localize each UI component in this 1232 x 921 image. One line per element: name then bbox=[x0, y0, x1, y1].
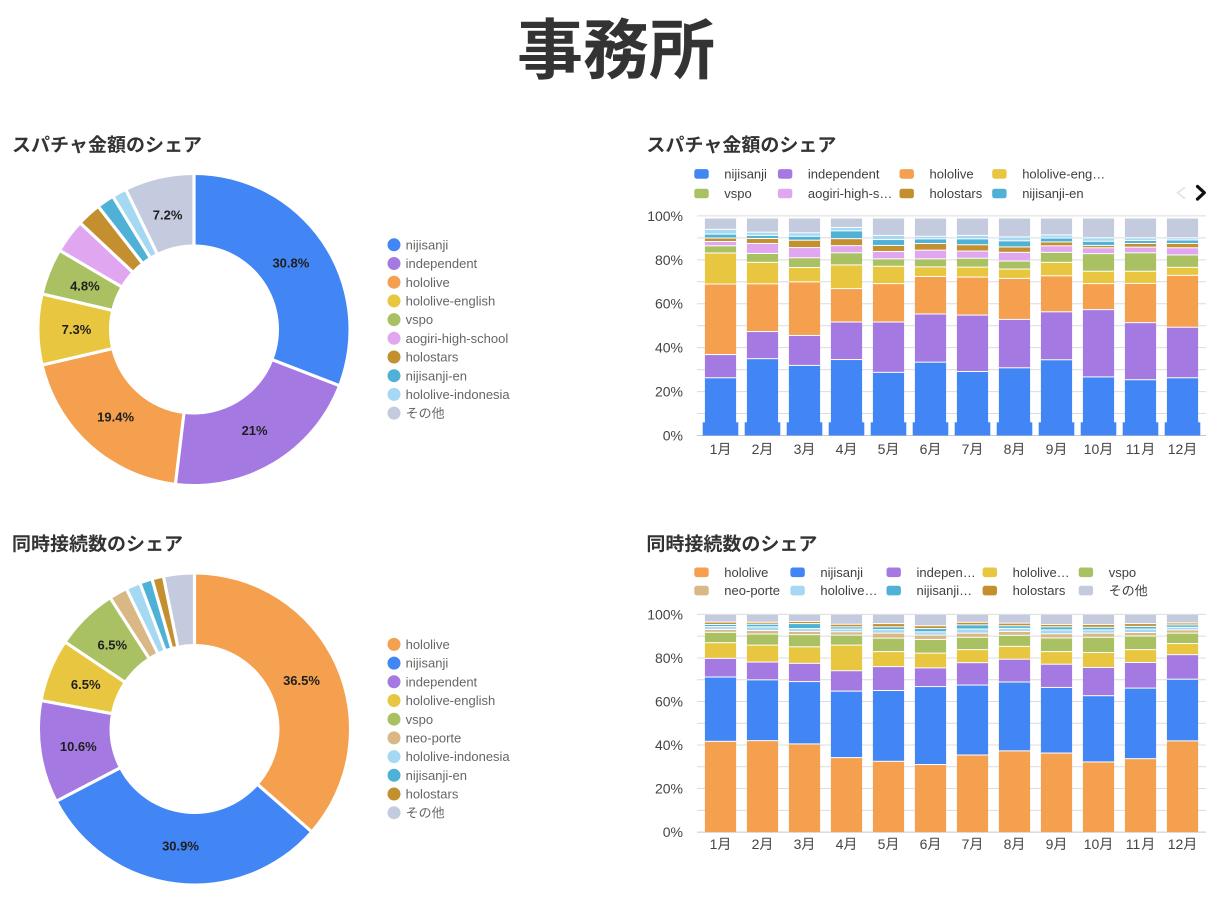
svg-text:7: 7 bbox=[962, 836, 970, 852]
svg-text:nijisanji: nijisanji bbox=[406, 656, 449, 671]
svg-text:7: 7 bbox=[962, 441, 970, 457]
svg-text:hololive-eng…: hololive-eng… bbox=[1022, 167, 1105, 182]
svg-text:11: 11 bbox=[1126, 441, 1141, 457]
svg-text:11: 11 bbox=[1126, 836, 1141, 852]
svg-text:indepen…: indepen… bbox=[917, 565, 976, 580]
svg-text:hololive-english: hololive-english bbox=[406, 693, 496, 708]
svg-text:hololive: hololive bbox=[406, 637, 450, 652]
svg-text:independent: independent bbox=[406, 674, 478, 689]
svg-text:hololive…: hololive… bbox=[820, 583, 877, 598]
svg-text:20%: 20% bbox=[655, 384, 683, 400]
svg-text:hololive: hololive bbox=[724, 565, 768, 580]
svg-text:nijisanji: nijisanji bbox=[724, 167, 767, 182]
svg-text:0%: 0% bbox=[663, 824, 683, 840]
svg-text:independent: independent bbox=[406, 256, 478, 271]
svg-text:20%: 20% bbox=[655, 781, 683, 797]
svg-text:1: 1 bbox=[710, 836, 718, 852]
svg-text:vspo: vspo bbox=[1109, 565, 1136, 580]
svg-text:aogiri-high-school: aogiri-high-school bbox=[406, 331, 509, 346]
svg-text:40%: 40% bbox=[655, 340, 683, 356]
svg-text:36.5%: 36.5% bbox=[283, 673, 320, 688]
svg-text:neo-porte: neo-porte bbox=[406, 731, 462, 746]
svg-text:4: 4 bbox=[836, 441, 844, 457]
svg-text:6.5%: 6.5% bbox=[71, 677, 101, 692]
svg-text:hololive-indonesia: hololive-indonesia bbox=[406, 387, 511, 402]
svg-text:holostars: holostars bbox=[406, 787, 459, 802]
svg-text:21%: 21% bbox=[242, 423, 268, 438]
svg-text:6: 6 bbox=[920, 441, 928, 457]
svg-text:10.6%: 10.6% bbox=[60, 739, 97, 754]
svg-text:vspo: vspo bbox=[406, 712, 433, 727]
svg-text:3: 3 bbox=[794, 441, 802, 457]
svg-text:hololive: hololive bbox=[930, 167, 974, 182]
svg-text:60%: 60% bbox=[655, 296, 683, 312]
svg-text:10: 10 bbox=[1084, 836, 1100, 852]
svg-text:nijisanji: nijisanji bbox=[820, 565, 863, 580]
svg-text:12: 12 bbox=[1168, 836, 1184, 852]
svg-text:10: 10 bbox=[1084, 441, 1100, 457]
svg-text:independent: independent bbox=[808, 167, 880, 182]
svg-text:5: 5 bbox=[878, 441, 886, 457]
svg-text:100%: 100% bbox=[647, 208, 683, 224]
svg-text:nijisanji-en: nijisanji-en bbox=[406, 368, 467, 383]
svg-text:19.4%: 19.4% bbox=[97, 410, 134, 425]
svg-text:nijisanji…: nijisanji… bbox=[917, 583, 973, 598]
svg-text:6.5%: 6.5% bbox=[97, 638, 127, 653]
svg-text:7.2%: 7.2% bbox=[153, 208, 183, 223]
svg-text:vspo: vspo bbox=[724, 186, 751, 201]
svg-text:60%: 60% bbox=[655, 694, 683, 710]
svg-text:3: 3 bbox=[794, 836, 802, 852]
svg-text:4: 4 bbox=[836, 836, 844, 852]
svg-text:100%: 100% bbox=[647, 606, 683, 622]
svg-text:nijisanji-en: nijisanji-en bbox=[406, 768, 467, 783]
svg-text:aogiri-high-s…: aogiri-high-s… bbox=[808, 186, 893, 201]
svg-text:5: 5 bbox=[878, 836, 886, 852]
svg-text:12: 12 bbox=[1168, 441, 1184, 457]
svg-text:80%: 80% bbox=[655, 252, 683, 268]
svg-text:6: 6 bbox=[920, 836, 928, 852]
svg-text:neo-porte: neo-porte bbox=[724, 583, 780, 598]
svg-text:9: 9 bbox=[1046, 441, 1054, 457]
svg-text:0%: 0% bbox=[663, 428, 683, 444]
svg-text:hololive-english: hololive-english bbox=[406, 294, 496, 309]
svg-text:hololive-indonesia: hololive-indonesia bbox=[406, 749, 511, 764]
svg-text:2: 2 bbox=[752, 441, 760, 457]
svg-text:8: 8 bbox=[1004, 836, 1012, 852]
svg-text:40%: 40% bbox=[655, 737, 683, 753]
svg-text:8: 8 bbox=[1004, 441, 1012, 457]
svg-text:30.8%: 30.8% bbox=[272, 256, 309, 271]
svg-text:30.9%: 30.9% bbox=[162, 838, 199, 853]
svg-text:hololive: hololive bbox=[406, 275, 450, 290]
svg-text:80%: 80% bbox=[655, 650, 683, 666]
svg-text:9: 9 bbox=[1046, 836, 1054, 852]
svg-text:holostars: holostars bbox=[930, 186, 983, 201]
svg-text:4.8%: 4.8% bbox=[70, 278, 100, 293]
svg-text:holostars: holostars bbox=[406, 350, 459, 365]
svg-text:holostars: holostars bbox=[1013, 583, 1066, 598]
svg-text:nijisanji: nijisanji bbox=[406, 237, 449, 252]
svg-text:vspo: vspo bbox=[406, 312, 433, 327]
svg-text:nijisanji-en: nijisanji-en bbox=[1022, 186, 1083, 201]
svg-text:1: 1 bbox=[710, 441, 718, 457]
svg-text:7.3%: 7.3% bbox=[62, 322, 92, 337]
svg-text:hololive…: hololive… bbox=[1013, 565, 1070, 580]
svg-text:2: 2 bbox=[752, 836, 760, 852]
